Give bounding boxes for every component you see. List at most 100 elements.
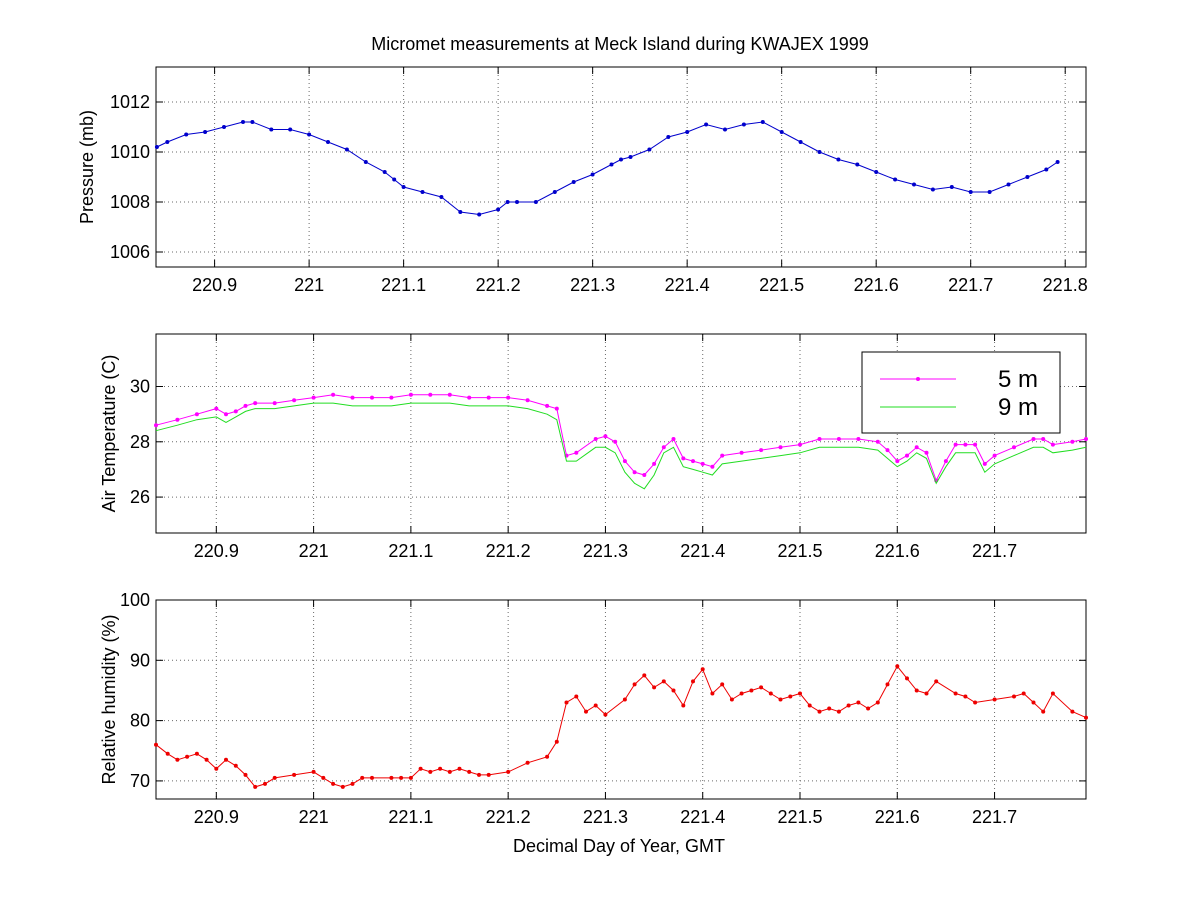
chart-1-series-5-m-point-22	[545, 403, 550, 408]
chart-0-series-0-point-40	[836, 157, 841, 162]
chart-0-series-0-point-36	[760, 120, 765, 124]
chart-0-xtick-label-6: 221.5	[759, 275, 804, 295]
chart-2-series-0-point-7	[224, 757, 228, 762]
chart-0-series-0-line	[156, 121, 1058, 216]
chart-2-xtick-label-4: 221.3	[583, 807, 628, 827]
chart-0-series-0-point-23	[533, 200, 538, 204]
chart-1-series-5-m-point-38	[710, 464, 715, 469]
chart-2-series-0-point-72	[924, 691, 929, 696]
chart-1-xtick-label-4: 221.3	[583, 541, 628, 561]
chart-2-series-0-point-31	[486, 772, 491, 777]
chart-2-series-0-point-77	[992, 697, 997, 702]
chart-1-ytick-label-2: 30	[130, 377, 150, 397]
chart-1-xtick-label-3: 221.2	[486, 541, 531, 561]
chart-1-series-5-m-point-36	[691, 459, 695, 464]
chart-1-series-5-m-point-45	[836, 437, 841, 441]
chart-1-xtick-label-6: 221.5	[777, 541, 822, 561]
chart-2-series-0-point-68	[885, 682, 890, 687]
chart-1-series-5-m-point-52	[924, 450, 929, 455]
chart-2-series-0-point-1	[165, 751, 170, 756]
chart-1-series-5-m-point-29	[622, 459, 627, 464]
chart-2-series-0-point-56	[768, 691, 773, 696]
chart-2-series-0-point-8	[233, 763, 238, 768]
chart-2-xtick-label-3: 221.2	[486, 807, 531, 827]
chart-2-series-0-point-40	[603, 712, 608, 717]
chart-2-series-0-point-17	[340, 784, 345, 789]
chart-0-series-0-point-28	[619, 157, 623, 162]
chart-2-series-0-point-29	[467, 769, 472, 774]
chart-2-series-0-point-19	[360, 775, 365, 780]
chart-2-series-0-point-38	[584, 709, 588, 714]
chart-2-series-0-point-23	[408, 775, 413, 780]
chart-2-ytick-label-2: 90	[130, 650, 150, 670]
chart-0-series-0-point-25	[571, 180, 576, 184]
chart-2-series-0-point-47	[681, 703, 686, 708]
chart-1-series-5-m-point-46	[856, 437, 861, 441]
chart-2-xtick-label-0: 220.9	[194, 807, 239, 827]
chart-2-series-0-point-75	[963, 694, 968, 699]
chart-0-xtick-label-7: 221.6	[854, 275, 899, 295]
chart-0-axes-box	[155, 66, 1087, 268]
chart-0-series-0-point-37	[779, 130, 784, 134]
chart-1-series-5-m-point-64	[1070, 439, 1075, 444]
chart-0-ytick-label-2: 1010	[110, 142, 150, 162]
chart-2-series-0-point-42	[632, 682, 637, 687]
chart-2-series-0-point-65	[856, 700, 861, 705]
chart-1-series-5-m-point-3	[214, 406, 219, 411]
chart-0-series-0-point-15	[401, 185, 406, 189]
chart-0-series-0-point-0	[154, 145, 159, 149]
chart-2-series-0-point-84	[1084, 715, 1088, 720]
chart-0-series-0-point-43	[893, 177, 898, 182]
chart-1-series-5-m-point-0	[154, 423, 158, 428]
chart-0-series-0-point-6	[250, 120, 255, 124]
chart-1-series-5-m-point-2	[194, 412, 199, 417]
chart-1-series-5-m-point-32	[652, 461, 657, 466]
chart-1-series-5-m-point-50	[905, 453, 909, 458]
chart-2-series-0-point-64	[846, 703, 851, 708]
chart-0-series-0-point-32	[685, 130, 690, 134]
chart-2-series-0-point-30	[477, 772, 481, 777]
chart-2-series-0-point-5	[204, 757, 209, 762]
chart-1-series-5-m-point-17	[447, 392, 452, 397]
chart-2-series-0-point-53	[739, 691, 744, 696]
chart-1-ylabel: Air Temperature (C)	[99, 355, 119, 513]
chart-1-series-9-m-line	[155, 402, 1087, 490]
chart-2-series-0-point-61	[817, 709, 822, 714]
chart-2-series-0-point-51	[720, 682, 725, 687]
chart-2-series-0-point-78	[1012, 694, 1016, 699]
chart-2-series-0-point-80	[1031, 700, 1036, 705]
chart-1-xtick-label-1: 221	[299, 541, 329, 561]
chart-0-series-0-point-39	[817, 150, 822, 154]
chart-1-series-5-m-point-58	[982, 461, 987, 466]
chart-0-series-0-point-51	[1044, 167, 1049, 172]
chart-0-xtick-label-4: 221.3	[570, 275, 615, 295]
chart-2-series-0-point-54	[749, 688, 754, 693]
relative-humidity-panel: 220.9 221 221.1 221.2 221.3 221.4 221.5 221.6 22…	[99, 590, 1088, 856]
chart-2-xlabel: Decimal Day of Year, GMT	[513, 836, 725, 856]
chart-2-series-0-point-55	[759, 685, 764, 690]
chart-1-legend-5-m-label: 5 m	[998, 366, 1038, 393]
chart-0-series-0-point-3	[203, 130, 208, 134]
chart-2-series-0-point-9	[243, 772, 248, 777]
chart-0-series-0-point-35	[741, 122, 746, 127]
chart-1-series-5-m-point-6	[243, 403, 248, 408]
chart-1-axes-box	[155, 333, 1087, 534]
chart-1-series-5-m-point-10	[311, 395, 316, 400]
chart-2-series-0-point-26	[438, 766, 443, 771]
chart-1-series-5-m-point-11	[331, 392, 336, 397]
chart-2-series-0-point-57	[778, 697, 783, 702]
pressure-panel: 220.9 221 221.1 221.2 221.3 221.4 221.5 221.6 22…	[77, 66, 1088, 295]
chart-1-series-5-m-point-21	[525, 398, 530, 403]
chart-1-series-5-m-point-16	[428, 392, 433, 397]
chart-2-ylabel: Relative humidity (%)	[99, 614, 119, 784]
chart-2-series-0-point-83	[1070, 709, 1075, 714]
chart-2-series-0-point-41	[622, 697, 627, 702]
chart-2-series-0-point-46	[671, 688, 676, 693]
chart-1-series-5-m-point-13	[370, 395, 374, 400]
chart-2-series-0-point-67	[875, 700, 880, 705]
chart-1-series-5-m-point-43	[798, 442, 802, 447]
chart-1-series-5-m-point-23	[554, 406, 559, 411]
chart-0-xtick-label-5: 221.4	[665, 275, 710, 295]
chart-0-series-0-point-9	[307, 132, 312, 137]
chart-0-ytick-label-3: 1012	[110, 92, 150, 112]
